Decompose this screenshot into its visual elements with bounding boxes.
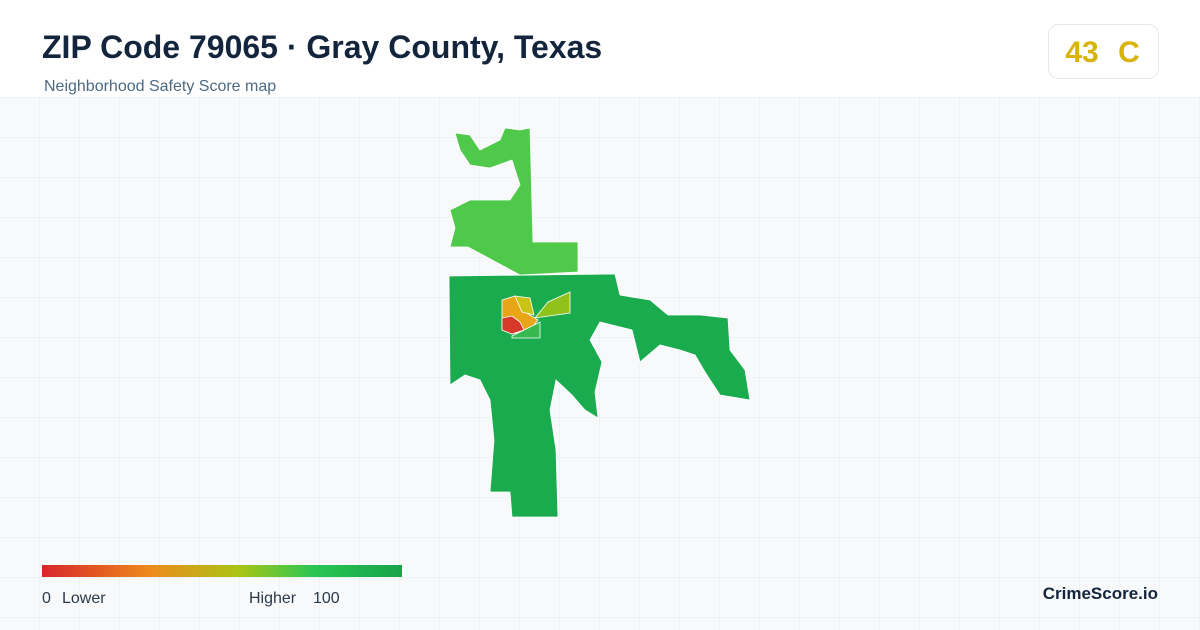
- title: ZIP Code 79065 · Gray County, Texas: [42, 29, 602, 65]
- region: [511, 321, 541, 339]
- score-value: 43: [1065, 36, 1098, 69]
- brand: CrimeScore.io: [1043, 584, 1158, 603]
- score-grade: C: [1118, 36, 1140, 69]
- score-box: [1048, 24, 1159, 79]
- legend-max-label: Higher: [249, 590, 297, 607]
- zip-map: [448, 127, 751, 518]
- legend-min: 0: [42, 590, 51, 607]
- header-bg: [0, 0, 1200, 97]
- region: [534, 291, 571, 319]
- subtitle: Neighborhood Safety Score map: [44, 78, 276, 95]
- region: [514, 295, 535, 316]
- legend-max: 100: [313, 590, 340, 607]
- legend-min-label: Lower: [62, 590, 106, 607]
- legend-bar: [42, 565, 402, 577]
- region: [449, 127, 579, 276]
